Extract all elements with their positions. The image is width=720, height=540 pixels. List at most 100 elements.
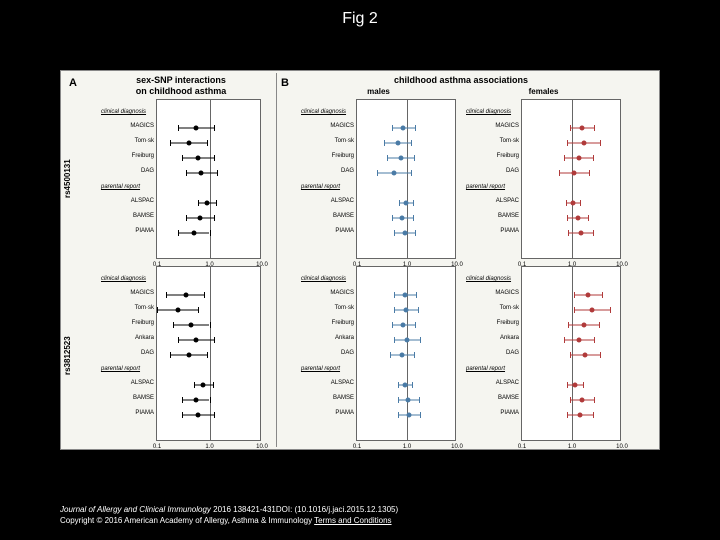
ci-whisker bbox=[594, 397, 595, 403]
ci-whisker bbox=[394, 337, 395, 343]
ci-whisker bbox=[182, 397, 183, 403]
point-estimate bbox=[195, 412, 200, 417]
cohort-label: MAGICS bbox=[301, 290, 354, 296]
terms-link[interactable]: Terms and Conditions bbox=[314, 516, 391, 525]
ci-whisker bbox=[384, 140, 385, 146]
label-column: clinical diagnosisMAGICSTom·skFreiburgAn… bbox=[466, 266, 521, 441]
cohort-label: Freiburg bbox=[466, 153, 519, 159]
ci-whisker bbox=[599, 322, 600, 328]
point-estimate bbox=[400, 352, 405, 357]
cohort-label: PIAMA bbox=[466, 410, 519, 416]
ci-whisker bbox=[602, 292, 603, 298]
group-label: clinical diagnosis bbox=[301, 276, 354, 282]
journal-name: Journal of Allergy and Clinical Immunolo… bbox=[60, 505, 211, 514]
ci-whisker bbox=[210, 230, 211, 236]
ci-whisker bbox=[214, 125, 215, 131]
cohort-label: BAMSE bbox=[466, 213, 519, 219]
cohort-label: Tom·sk bbox=[301, 305, 354, 311]
cohort-label: PIAMA bbox=[466, 228, 519, 234]
ci-whisker bbox=[415, 125, 416, 131]
point-estimate bbox=[193, 125, 198, 130]
ci-whisker bbox=[574, 307, 575, 313]
label-column: clinical diagnosisMAGICSTom·skFreiburgAn… bbox=[101, 266, 156, 441]
group-label: parental report bbox=[301, 366, 354, 372]
group-label: clinical diagnosis bbox=[101, 109, 154, 115]
ci-whisker bbox=[600, 140, 601, 146]
ci-whisker bbox=[559, 170, 560, 176]
point-estimate bbox=[402, 292, 407, 297]
point-estimate bbox=[575, 215, 580, 220]
ci-whisker bbox=[416, 292, 417, 298]
ci-whisker bbox=[399, 200, 400, 206]
ci-whisker bbox=[568, 322, 569, 328]
cohort-label: DAG bbox=[101, 350, 154, 356]
point-estimate bbox=[571, 200, 576, 205]
ci-whisker bbox=[568, 230, 569, 236]
ci-whisker bbox=[207, 140, 208, 146]
cohort-label: DAG bbox=[101, 168, 154, 174]
ci-whisker bbox=[567, 140, 568, 146]
point-estimate bbox=[580, 125, 585, 130]
ci-whisker bbox=[394, 292, 395, 298]
ci-whisker bbox=[214, 412, 215, 418]
snp-label-top: rs4500131 bbox=[63, 139, 72, 219]
ci-whisker bbox=[413, 200, 414, 206]
ci-whisker bbox=[204, 292, 205, 298]
ci-whisker bbox=[580, 200, 581, 206]
ci-whisker bbox=[217, 170, 218, 176]
ci-whisker bbox=[210, 322, 211, 328]
group-label: parental report bbox=[301, 184, 354, 190]
reference-line bbox=[407, 100, 408, 258]
cohort-label: Ankara bbox=[301, 335, 354, 341]
ci-whisker bbox=[570, 397, 571, 403]
panel-label-b: B bbox=[281, 77, 289, 89]
point-estimate bbox=[205, 200, 210, 205]
cohort-label: ALSPAC bbox=[301, 198, 354, 204]
cohort-label: ALSPAC bbox=[301, 380, 354, 386]
point-estimate bbox=[195, 155, 200, 160]
cohort-label: MAGICS bbox=[466, 290, 519, 296]
cohort-label: MAGICS bbox=[101, 123, 154, 129]
ci-whisker bbox=[170, 140, 171, 146]
ci-whisker bbox=[392, 125, 393, 131]
point-estimate bbox=[576, 155, 581, 160]
point-estimate bbox=[197, 215, 202, 220]
point-estimate bbox=[175, 307, 180, 312]
group-label: parental report bbox=[101, 184, 154, 190]
cohort-label: Tom·sk bbox=[301, 138, 354, 144]
ci-whisker bbox=[214, 337, 215, 343]
point-estimate bbox=[581, 140, 586, 145]
cohort-label: DAG bbox=[466, 168, 519, 174]
ci-whisker bbox=[420, 337, 421, 343]
cohort-label: Ankara bbox=[101, 335, 154, 341]
group-label: clinical diagnosis bbox=[466, 109, 519, 115]
cohort-label: Tom·sk bbox=[101, 138, 154, 144]
chart-panel: 0.11.010.0 bbox=[156, 266, 261, 441]
ci-whisker bbox=[415, 230, 416, 236]
ci-whisker bbox=[574, 292, 575, 298]
point-estimate bbox=[406, 397, 411, 402]
axis-tick-label: 1.0 bbox=[568, 444, 576, 450]
citation-block: Journal of Allergy and Clinical Immunolo… bbox=[60, 505, 660, 526]
ci-whisker bbox=[214, 155, 215, 161]
point-estimate bbox=[193, 397, 198, 402]
ci-whisker bbox=[588, 215, 589, 221]
ci-whisker bbox=[398, 382, 399, 388]
point-estimate bbox=[589, 307, 594, 312]
ci-whisker bbox=[414, 155, 415, 161]
ci-whisker bbox=[198, 307, 199, 313]
point-estimate bbox=[193, 337, 198, 342]
ci-whisker bbox=[566, 200, 567, 206]
point-estimate bbox=[407, 412, 412, 417]
ci-whisker bbox=[198, 200, 199, 206]
cohort-label: Freiburg bbox=[101, 153, 154, 159]
label-column: clinical diagnosis MAGICS Tom·sk Freiburg DA… bbox=[101, 99, 156, 259]
panel-divider bbox=[276, 73, 277, 447]
ci-whisker bbox=[186, 215, 187, 221]
cohort-label: ALSPAC bbox=[101, 198, 154, 204]
point-estimate bbox=[572, 170, 577, 175]
point-estimate bbox=[199, 170, 204, 175]
ci-whisker bbox=[583, 382, 584, 388]
point-estimate bbox=[200, 382, 205, 387]
snp-label-bottom: rs3812523 bbox=[63, 316, 72, 396]
